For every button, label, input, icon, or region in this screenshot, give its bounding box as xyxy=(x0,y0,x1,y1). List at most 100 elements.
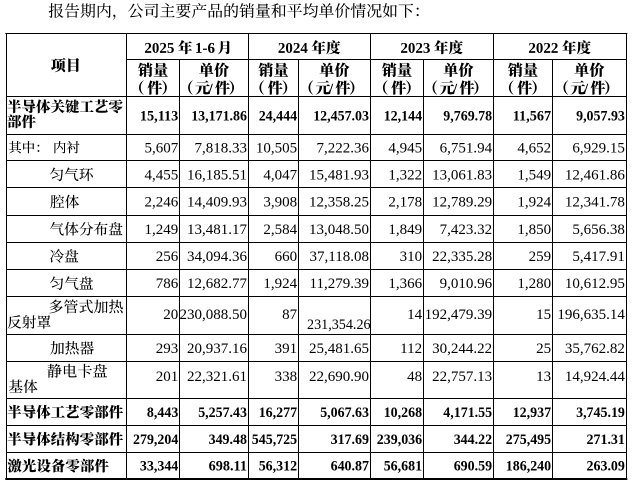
svg-text:4,047: 4,047 xyxy=(263,167,297,183)
svg-text:5,607: 5,607 xyxy=(145,141,179,157)
svg-text:25,481.65: 25,481.65 xyxy=(309,341,369,357)
svg-text:13,171.86: 13,171.86 xyxy=(191,109,247,125)
svg-text:317.69: 317.69 xyxy=(331,432,369,448)
svg-text:11,567: 11,567 xyxy=(513,109,552,125)
svg-text:12,358.25: 12,358.25 xyxy=(309,195,369,211)
svg-text:201: 201 xyxy=(156,369,179,385)
svg-text:2,584: 2,584 xyxy=(263,222,297,238)
svg-text:14,409.93: 14,409.93 xyxy=(187,195,247,211)
svg-text:87: 87 xyxy=(282,307,298,323)
svg-text:15,481.93: 15,481.93 xyxy=(309,167,369,183)
svg-text:6,929.15: 6,929.15 xyxy=(572,141,625,157)
svg-text:293: 293 xyxy=(156,341,179,357)
svg-text:4,455: 4,455 xyxy=(145,167,179,183)
svg-text:1,850: 1,850 xyxy=(517,222,551,238)
svg-text:1,924: 1,924 xyxy=(517,195,551,211)
svg-text:786: 786 xyxy=(156,276,179,292)
svg-text:20,937.16: 20,937.16 xyxy=(187,341,248,357)
svg-text:13,048.50: 13,048.50 xyxy=(309,222,369,238)
svg-text:196,635.14: 196,635.14 xyxy=(557,307,625,323)
svg-text:48: 48 xyxy=(407,369,422,385)
svg-text:16,185.51: 16,185.51 xyxy=(187,167,247,183)
svg-text:10,505: 10,505 xyxy=(256,141,297,157)
svg-text:338: 338 xyxy=(275,369,298,385)
svg-text:640.87: 640.87 xyxy=(331,459,370,475)
svg-text:9,010.96: 9,010.96 xyxy=(440,276,493,292)
svg-text:9,769.78: 9,769.78 xyxy=(443,109,492,125)
svg-text:1,924: 1,924 xyxy=(263,276,297,292)
svg-text:5,417.91: 5,417.91 xyxy=(572,249,625,265)
svg-text:12,461.86: 12,461.86 xyxy=(565,167,626,183)
svg-text:12,937: 12,937 xyxy=(513,405,552,421)
svg-text:698.11: 698.11 xyxy=(209,459,247,475)
svg-text:1,322: 1,322 xyxy=(388,167,422,183)
svg-text:1,280: 1,280 xyxy=(517,276,551,292)
svg-text:1,849: 1,849 xyxy=(388,222,422,238)
svg-text:231,354.26: 231,354.26 xyxy=(307,317,371,333)
svg-text:12,682.77: 12,682.77 xyxy=(187,276,248,292)
svg-text:239,036: 239,036 xyxy=(377,432,423,448)
svg-text:5,257.43: 5,257.43 xyxy=(198,405,247,421)
svg-text:263.09: 263.09 xyxy=(587,459,625,475)
svg-text:6,751.94: 6,751.94 xyxy=(440,141,493,157)
svg-text:15,113: 15,113 xyxy=(140,109,178,125)
svg-text:1,249: 1,249 xyxy=(145,222,179,238)
svg-text:15: 15 xyxy=(536,307,551,323)
svg-text:20: 20 xyxy=(163,307,178,323)
svg-text:12,144: 12,144 xyxy=(384,109,423,125)
svg-text:5,656.38: 5,656.38 xyxy=(572,222,625,238)
svg-text:33,344: 33,344 xyxy=(140,459,179,475)
svg-text:30,244.22: 30,244.22 xyxy=(432,341,492,357)
svg-text:1,549: 1,549 xyxy=(517,167,551,183)
svg-text:5,067.63: 5,067.63 xyxy=(320,405,369,421)
svg-text:391: 391 xyxy=(275,341,298,357)
svg-text:35,762.82: 35,762.82 xyxy=(565,341,625,357)
svg-text:25: 25 xyxy=(536,341,551,357)
svg-text:275,495: 275,495 xyxy=(506,432,551,448)
svg-text:10,612.95: 10,612.95 xyxy=(565,276,625,292)
svg-text:310: 310 xyxy=(400,249,423,265)
svg-text:24,444: 24,444 xyxy=(259,109,298,125)
svg-text:660: 660 xyxy=(275,249,298,265)
svg-text:349.48: 349.48 xyxy=(209,432,247,448)
svg-text:2,178: 2,178 xyxy=(388,195,422,211)
svg-text:22,335.28: 22,335.28 xyxy=(432,249,492,265)
svg-text:56,312: 56,312 xyxy=(259,459,297,475)
svg-text:7,423.32: 7,423.32 xyxy=(440,222,493,238)
svg-text:9,057.93: 9,057.93 xyxy=(576,109,625,125)
svg-text:1,366: 1,366 xyxy=(388,276,422,292)
svg-text:12,457.03: 12,457.03 xyxy=(313,109,369,125)
svg-text:13: 13 xyxy=(536,369,551,385)
svg-text:344.22: 344.22 xyxy=(454,432,492,448)
svg-text:112: 112 xyxy=(400,341,422,357)
svg-text:56,681: 56,681 xyxy=(384,459,422,475)
svg-text:279,204: 279,204 xyxy=(133,432,179,448)
svg-text:13,481.17: 13,481.17 xyxy=(187,222,248,238)
svg-text:2,246: 2,246 xyxy=(145,195,179,211)
svg-text:16,277: 16,277 xyxy=(259,405,298,421)
svg-text:11,279.39: 11,279.39 xyxy=(310,276,369,292)
svg-text:12,789.29: 12,789.29 xyxy=(432,195,492,211)
svg-text:3,745.19: 3,745.19 xyxy=(576,405,625,421)
svg-text:192,479.39: 192,479.39 xyxy=(425,307,493,323)
svg-text:3,908: 3,908 xyxy=(263,195,297,211)
svg-text:545,725: 545,725 xyxy=(252,432,297,448)
svg-text:7,818.33: 7,818.33 xyxy=(195,141,248,157)
svg-text:4,652: 4,652 xyxy=(517,141,551,157)
svg-text:259: 259 xyxy=(529,249,552,265)
svg-text:13,061.83: 13,061.83 xyxy=(432,167,492,183)
svg-text:34,094.36: 34,094.36 xyxy=(187,249,248,265)
svg-text:12,341.78: 12,341.78 xyxy=(565,195,625,211)
svg-text:22,321.61: 22,321.61 xyxy=(187,369,247,385)
svg-text:8,443: 8,443 xyxy=(147,405,178,421)
svg-text:230,088.50: 230,088.50 xyxy=(180,307,248,323)
svg-text:22,690.90: 22,690.90 xyxy=(309,369,369,385)
svg-text:186,240: 186,240 xyxy=(506,459,551,475)
svg-text:7,222.36: 7,222.36 xyxy=(317,141,370,157)
svg-text:22,757.13: 22,757.13 xyxy=(432,369,492,385)
svg-text:14: 14 xyxy=(407,307,423,323)
svg-text:271.31: 271.31 xyxy=(587,432,625,448)
svg-text:10,268: 10,268 xyxy=(384,405,422,421)
svg-text:37,118.08: 37,118.08 xyxy=(310,249,369,265)
svg-text:4,945: 4,945 xyxy=(388,141,422,157)
